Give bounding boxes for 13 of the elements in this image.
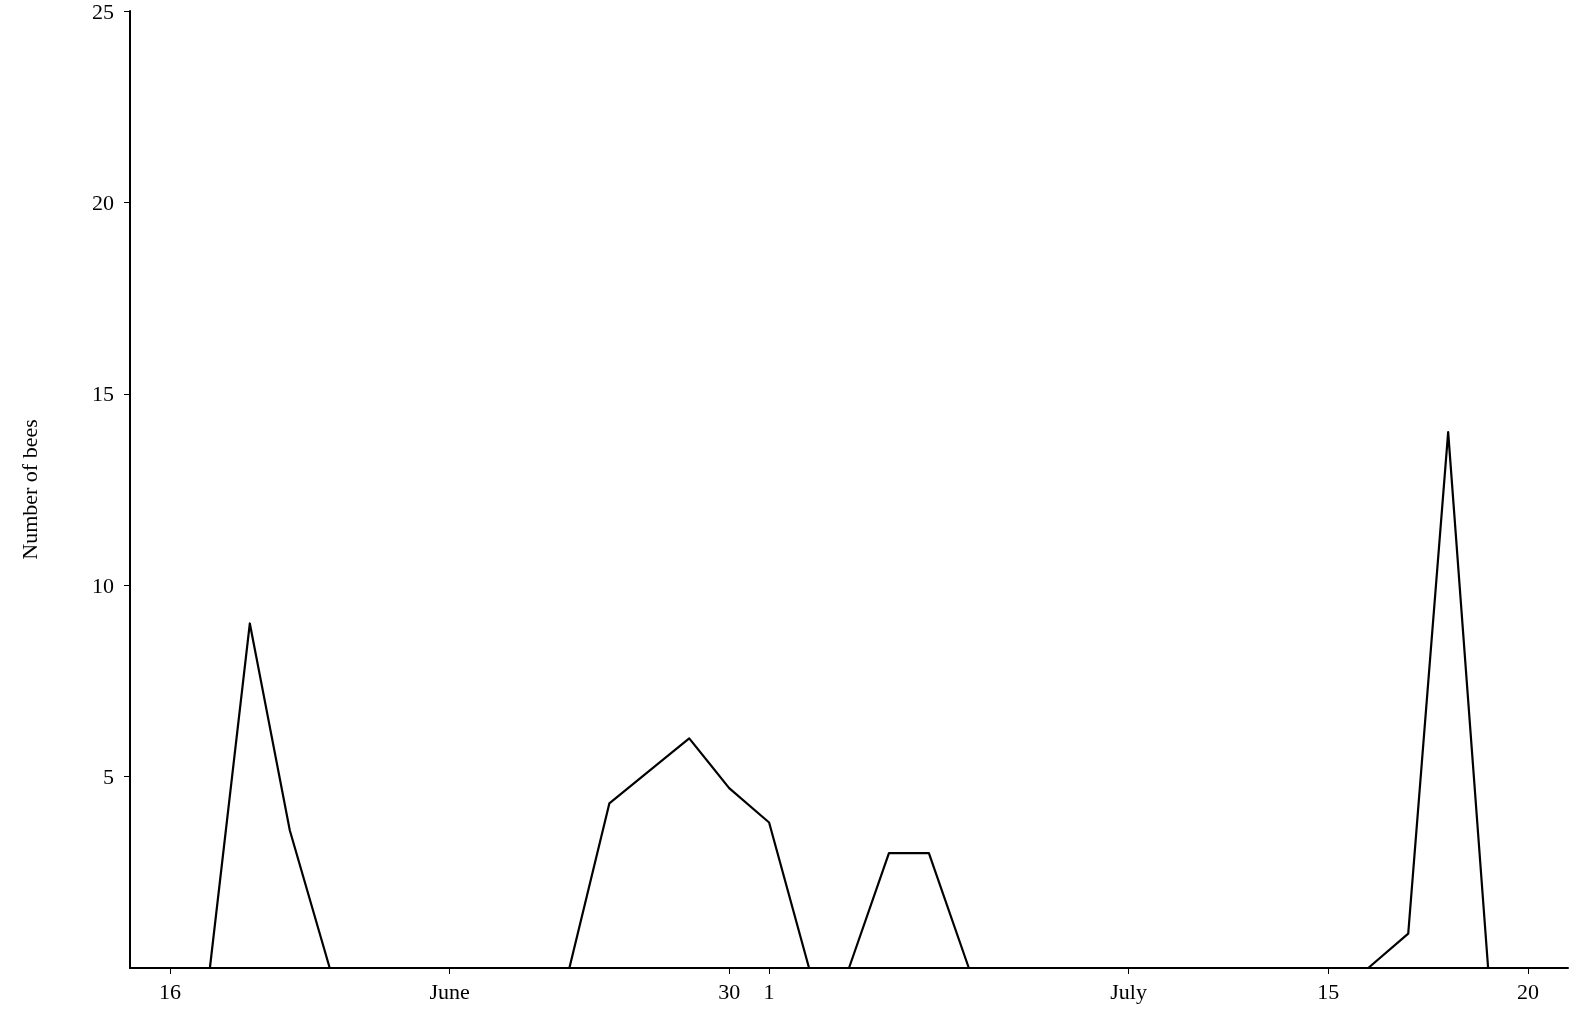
x-tick-label: June: [429, 978, 470, 1004]
x-tick-label: 16: [158, 978, 181, 1004]
x-tick-label: 1: [763, 978, 775, 1004]
y-tick-label: 25: [92, 0, 114, 24]
x-tick-label: July: [1110, 978, 1147, 1004]
y-tick-label: 15: [92, 381, 114, 407]
y-tick-label: 20: [92, 189, 114, 215]
y-axis-title: Number of bees: [16, 419, 42, 560]
y-tick-label: 5: [103, 764, 114, 790]
x-tick-label: 30: [718, 978, 741, 1004]
y-tick-label: 10: [92, 572, 114, 598]
x-tick-label: 20: [1517, 978, 1540, 1004]
x-tick-label: 15: [1317, 978, 1340, 1004]
